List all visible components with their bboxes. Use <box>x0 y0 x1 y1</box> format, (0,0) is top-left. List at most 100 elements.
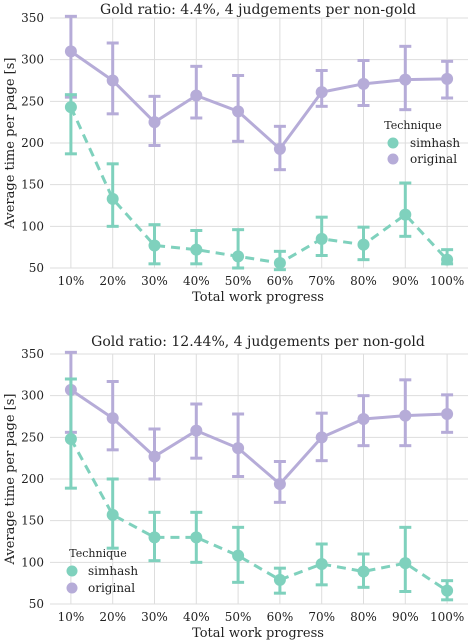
data-point <box>232 105 245 118</box>
data-point <box>315 232 328 245</box>
x-tick-label: 90% <box>392 610 419 624</box>
legend-label-simhash: simhash <box>410 136 460 150</box>
data-point <box>148 116 161 129</box>
legend-marker-original <box>66 582 78 594</box>
data-point <box>106 74 119 87</box>
y-tick-label: 50 <box>29 597 44 611</box>
x-tick-label: 80% <box>350 274 377 288</box>
x-tick-label: 20% <box>99 610 126 624</box>
y-tick-label: 100 <box>21 555 44 569</box>
x-tick-label: 90% <box>392 274 419 288</box>
data-point <box>273 478 286 490</box>
x-tick-label: 70% <box>308 274 335 288</box>
data-point <box>232 442 245 455</box>
series-original <box>64 14 454 172</box>
series-line <box>69 438 448 592</box>
x-tick-label: 70% <box>308 610 335 624</box>
y-tick-label: 200 <box>21 472 44 486</box>
y-tick-label: 150 <box>21 178 44 192</box>
data-point <box>315 558 328 570</box>
series-simhash <box>64 93 454 272</box>
y-axis-label: Average time per page [s] <box>3 394 18 566</box>
x-tick-label: 40% <box>183 274 210 288</box>
data-point <box>106 412 119 425</box>
data-point <box>399 208 412 221</box>
y-tick-label: 150 <box>21 514 44 528</box>
series-simhash <box>64 377 454 602</box>
x-tick-label: 80% <box>350 610 377 624</box>
data-point <box>315 431 328 444</box>
series-line <box>70 50 448 152</box>
data-point <box>64 101 77 114</box>
data-point <box>357 413 370 425</box>
x-tick-label: 60% <box>267 274 294 288</box>
chart-top: Gold ratio: 4.4%, 4 judgements per non-g… <box>3 2 468 305</box>
y-tick-label: 300 <box>21 53 44 67</box>
y-tick-label: 300 <box>21 389 44 403</box>
x-tick-label: 50% <box>225 274 252 288</box>
ticks: 50 100 150 200 250 300 350 10% 20% 30% 40% 50% 60% 70… <box>21 347 464 624</box>
data-point <box>148 450 161 463</box>
data-point <box>273 257 286 269</box>
data-point <box>273 142 286 155</box>
data-point <box>148 239 161 252</box>
x-tick-label: 50% <box>225 610 252 624</box>
data-point <box>399 557 412 570</box>
y-tick-label: 100 <box>21 219 44 233</box>
data-point <box>441 408 454 420</box>
y-tick-label: 350 <box>21 347 44 361</box>
x-tick-label: 30% <box>141 610 168 624</box>
data-point <box>273 573 286 586</box>
x-axis-label: Total work progress <box>192 290 324 305</box>
y-tick-label: 350 <box>21 11 44 25</box>
x-tick-label: 100% <box>430 274 464 288</box>
legend-label-original: original <box>410 152 457 166</box>
data-point <box>190 89 203 102</box>
data-point <box>357 77 370 90</box>
data-point <box>357 565 370 578</box>
chart-title: Gold ratio: 12.44%, 4 judgements per non… <box>91 334 425 350</box>
legend: Technique simhash original <box>66 547 138 595</box>
data-point <box>64 45 77 58</box>
data-point <box>357 238 370 251</box>
legend-label-original: original <box>88 581 135 595</box>
x-tick-label: 10% <box>58 610 85 624</box>
x-tick-label: 60% <box>267 610 294 624</box>
legend-marker-simhash <box>66 565 78 577</box>
data-point <box>190 531 203 544</box>
data-point <box>64 433 77 445</box>
x-tick-label: 20% <box>99 274 126 288</box>
data-point <box>148 531 161 544</box>
y-tick-label: 250 <box>21 94 44 108</box>
x-tick-label: 30% <box>141 274 168 288</box>
data-point <box>315 86 328 99</box>
data-point <box>106 508 119 521</box>
y-tick-label: 50 <box>29 261 44 275</box>
x-tick-label: 40% <box>183 610 210 624</box>
data-point <box>441 72 454 85</box>
ticks: 50 100 150 200 250 300 350 10% 20% 30% 40% 50% 60% 70… <box>21 11 464 288</box>
y-tick-label: 250 <box>21 430 44 444</box>
legend: Technique simhash original <box>384 119 460 166</box>
data-point <box>232 250 245 263</box>
y-tick-label: 200 <box>21 136 44 150</box>
data-point <box>399 73 412 86</box>
chart-title: Gold ratio: 4.4%, 4 judgements per non-g… <box>100 2 416 18</box>
data-point <box>399 409 412 422</box>
series-original <box>64 350 454 504</box>
legend-marker-original <box>387 153 399 165</box>
data-point <box>441 253 454 266</box>
data-point <box>190 243 203 256</box>
data-point <box>441 584 454 597</box>
data-point <box>106 192 119 205</box>
data-point <box>232 549 245 562</box>
legend-marker-simhash <box>387 137 399 149</box>
legend-title: Technique <box>69 547 126 560</box>
legend-title: Technique <box>384 119 441 132</box>
data-point <box>190 424 203 437</box>
x-axis-label: Total work progress <box>192 626 324 641</box>
series-line <box>69 106 449 265</box>
legend-label-simhash: simhash <box>88 564 138 578</box>
series <box>64 350 454 602</box>
series <box>64 14 454 272</box>
